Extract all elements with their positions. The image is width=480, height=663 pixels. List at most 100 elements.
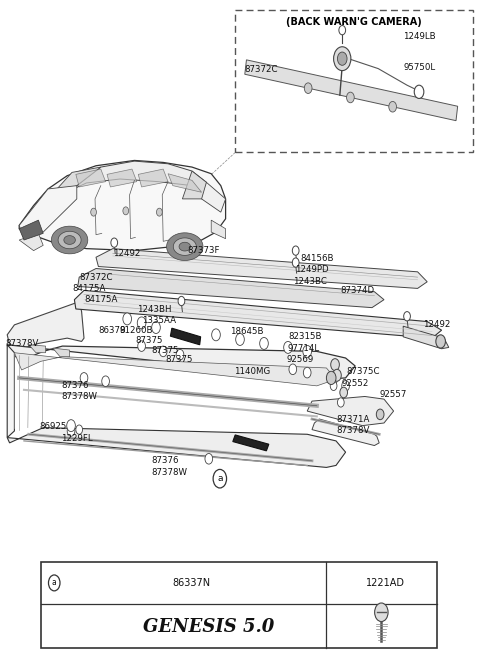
Polygon shape xyxy=(53,348,70,357)
Text: 1335AA: 1335AA xyxy=(142,316,176,326)
Polygon shape xyxy=(312,419,379,446)
Circle shape xyxy=(212,329,220,341)
Text: 84175A: 84175A xyxy=(84,295,118,304)
Polygon shape xyxy=(64,235,75,245)
Text: 81260B: 81260B xyxy=(119,326,153,335)
Text: a: a xyxy=(52,578,57,587)
Text: 92557: 92557 xyxy=(379,390,407,399)
Text: 1221AD: 1221AD xyxy=(366,578,405,588)
Text: 18645B: 18645B xyxy=(230,327,264,336)
Circle shape xyxy=(339,26,346,34)
Polygon shape xyxy=(202,182,226,212)
Circle shape xyxy=(333,369,341,381)
Circle shape xyxy=(67,426,75,436)
Text: 87371A: 87371A xyxy=(336,414,370,424)
Circle shape xyxy=(159,346,167,357)
Circle shape xyxy=(80,373,88,383)
Circle shape xyxy=(404,312,410,321)
Text: 1243BH: 1243BH xyxy=(137,305,171,314)
Text: 87376: 87376 xyxy=(61,381,89,391)
Text: 87373F: 87373F xyxy=(187,246,220,255)
Polygon shape xyxy=(107,169,137,187)
Polygon shape xyxy=(51,226,88,254)
Text: 12492: 12492 xyxy=(113,249,140,258)
Polygon shape xyxy=(7,345,14,438)
Circle shape xyxy=(331,359,339,371)
Text: 1140MG: 1140MG xyxy=(234,367,271,376)
Text: 87378V: 87378V xyxy=(6,339,39,348)
Circle shape xyxy=(91,208,96,216)
Polygon shape xyxy=(72,161,206,192)
Text: (BACK WARN'G CAMERA): (BACK WARN'G CAMERA) xyxy=(286,17,422,27)
Polygon shape xyxy=(19,220,43,240)
Text: a: a xyxy=(217,474,223,483)
Circle shape xyxy=(102,376,109,387)
Text: 1243BC: 1243BC xyxy=(293,276,327,286)
Circle shape xyxy=(152,322,160,333)
Text: 87375: 87375 xyxy=(136,335,163,345)
Circle shape xyxy=(347,92,354,103)
Polygon shape xyxy=(307,396,394,426)
Polygon shape xyxy=(170,328,201,345)
Circle shape xyxy=(123,207,129,215)
Polygon shape xyxy=(138,169,168,187)
Circle shape xyxy=(260,337,268,349)
Text: 12492: 12492 xyxy=(423,320,451,330)
Circle shape xyxy=(326,371,336,385)
Circle shape xyxy=(414,85,424,98)
Text: 86379: 86379 xyxy=(98,326,126,335)
Circle shape xyxy=(342,381,349,391)
Circle shape xyxy=(337,52,347,65)
Circle shape xyxy=(213,469,227,488)
Circle shape xyxy=(436,335,445,348)
Circle shape xyxy=(236,333,244,345)
Polygon shape xyxy=(182,171,206,199)
Text: 1229FL: 1229FL xyxy=(61,434,93,444)
Polygon shape xyxy=(14,353,336,386)
Text: 87372C: 87372C xyxy=(79,272,113,282)
Text: 92569: 92569 xyxy=(287,355,314,364)
Text: 84156B: 84156B xyxy=(300,254,334,263)
Text: 87376: 87376 xyxy=(151,456,179,465)
Text: 82315B: 82315B xyxy=(288,332,322,341)
Polygon shape xyxy=(173,238,196,255)
Text: 1249PD: 1249PD xyxy=(295,265,329,274)
Circle shape xyxy=(303,367,311,378)
Polygon shape xyxy=(211,220,226,239)
Text: 86337N: 86337N xyxy=(172,578,210,588)
Circle shape xyxy=(176,349,184,360)
Text: 84175A: 84175A xyxy=(72,284,106,293)
Circle shape xyxy=(138,341,145,351)
Circle shape xyxy=(156,208,162,216)
FancyBboxPatch shape xyxy=(235,10,473,152)
Circle shape xyxy=(337,398,344,407)
Text: 87375: 87375 xyxy=(152,345,179,355)
Circle shape xyxy=(178,296,185,306)
Text: 87378V: 87378V xyxy=(336,426,370,436)
Circle shape xyxy=(389,101,396,112)
Polygon shape xyxy=(167,233,203,261)
Polygon shape xyxy=(74,290,442,338)
Text: 87378W: 87378W xyxy=(61,392,97,401)
Text: 87372C: 87372C xyxy=(245,65,278,74)
Text: 87374D: 87374D xyxy=(341,286,375,295)
Circle shape xyxy=(330,374,337,385)
Text: 87375: 87375 xyxy=(166,355,193,364)
Polygon shape xyxy=(58,231,81,249)
Circle shape xyxy=(376,409,384,420)
Circle shape xyxy=(289,364,297,375)
Polygon shape xyxy=(233,435,269,451)
Polygon shape xyxy=(19,160,226,251)
Circle shape xyxy=(67,420,75,432)
Text: 92552: 92552 xyxy=(342,379,369,388)
Circle shape xyxy=(76,425,83,434)
Circle shape xyxy=(284,341,292,353)
Circle shape xyxy=(48,575,60,591)
Text: 87375C: 87375C xyxy=(347,367,380,376)
Polygon shape xyxy=(179,242,191,251)
Polygon shape xyxy=(48,167,101,199)
Polygon shape xyxy=(29,345,46,353)
Circle shape xyxy=(123,313,132,325)
Polygon shape xyxy=(7,302,84,348)
Bar xyxy=(41,562,437,648)
